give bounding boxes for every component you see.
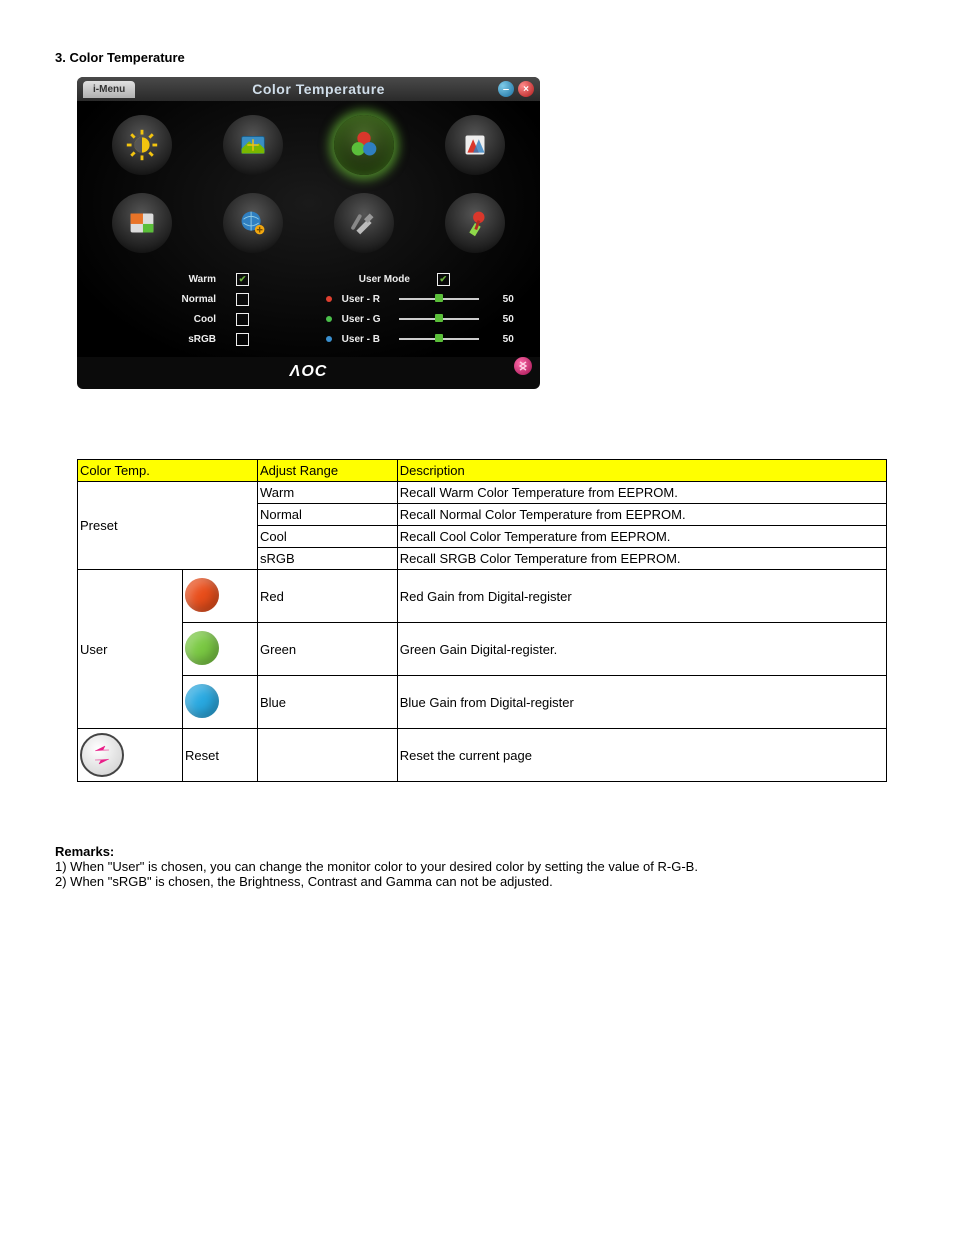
cell-desc: Recall Cool Color Temperature from EEPRO…: [397, 526, 886, 548]
user-mode-label: User Mode: [359, 274, 437, 285]
checkbox-icon[interactable]: ✔: [437, 273, 450, 286]
cell-range: Green: [258, 623, 398, 676]
table-row: Green Green Gain Digital-register.: [78, 623, 887, 676]
color-dot-icon: [326, 296, 332, 302]
slider-track[interactable]: [399, 338, 489, 340]
minimize-icon[interactable]: ‒: [498, 81, 514, 97]
preset-option[interactable]: Warm ✔: [101, 269, 281, 289]
spec-table: Color Temp. Adjust Range Description Pre…: [77, 459, 887, 782]
cell-desc: Red Gain from Digital-register: [397, 570, 886, 623]
preset-option[interactable]: Cool: [101, 309, 281, 329]
picture-boost-icon[interactable]: [112, 193, 172, 253]
remarks-title: Remarks:: [55, 844, 914, 859]
table-row: User Red Red Gain from Digital-register: [78, 570, 887, 623]
red-swatch-icon: [185, 578, 219, 612]
reset-label-cell: Reset: [183, 729, 258, 782]
th-description: Description: [397, 460, 886, 482]
color-dot-icon: [326, 316, 332, 322]
osd-setup-icon[interactable]: [223, 193, 283, 253]
preset-option[interactable]: Normal: [101, 289, 281, 309]
table-header-row: Color Temp. Adjust Range Description: [78, 460, 887, 482]
user-mode-option[interactable]: User Mode ✔: [284, 269, 514, 289]
osd-brand: ΛOC: [77, 357, 540, 389]
swatch-blue-cell: [183, 676, 258, 729]
cell-desc: Recall Warm Color Temperature from EEPRO…: [397, 482, 886, 504]
preset-label-cell: Preset: [78, 482, 258, 570]
slider-track[interactable]: [399, 318, 489, 320]
slider-label: User - G: [342, 314, 399, 325]
exit-icon[interactable]: [445, 193, 505, 253]
checkbox-icon[interactable]: [236, 313, 249, 326]
osd-tab-label: i-Menu: [83, 81, 135, 98]
cell-range: sRGB: [258, 548, 398, 570]
swatch-red-cell: [183, 570, 258, 623]
cell-range-empty: [258, 729, 398, 782]
slider-label: User - R: [342, 294, 399, 305]
cell-desc: Recall SRGB Color Temperature from EEPRO…: [397, 548, 886, 570]
rgb-slider-row[interactable]: User - B 50: [284, 329, 514, 349]
checkbox-icon[interactable]: ✔: [236, 273, 249, 286]
green-swatch-icon: [185, 631, 219, 665]
osd-title: Color Temperature: [143, 81, 494, 97]
color-temp-icon[interactable]: [334, 115, 394, 175]
preset-label: Normal: [101, 294, 236, 305]
user-label-cell: User: [78, 570, 183, 729]
checkbox-icon[interactable]: [236, 293, 249, 306]
extra-icon[interactable]: [334, 193, 394, 253]
table-row: Reset Reset the current page: [78, 729, 887, 782]
cell-range: Red: [258, 570, 398, 623]
blue-swatch-icon: [185, 684, 219, 718]
swatch-green-cell: [183, 623, 258, 676]
rgb-slider-row[interactable]: User - R 50: [284, 289, 514, 309]
th-color-temp: Color Temp.: [78, 460, 258, 482]
reset-icon: [80, 733, 124, 777]
table-row: Blue Blue Gain from Digital-register: [78, 676, 887, 729]
preset-label: sRGB: [101, 334, 236, 345]
rgb-slider-row[interactable]: User - G 50: [284, 309, 514, 329]
section-title: 3. Color Temperature: [55, 50, 914, 65]
cell-desc: Green Gain Digital-register.: [397, 623, 886, 676]
th-adjust-range: Adjust Range: [258, 460, 398, 482]
slider-label: User - B: [342, 334, 399, 345]
preset-option[interactable]: sRGB: [101, 329, 281, 349]
preset-label: Warm: [101, 274, 236, 285]
cell-desc: Reset the current page: [397, 729, 886, 782]
image-setup-icon[interactable]: [223, 115, 283, 175]
remarks-block: Remarks: 1) When "User" is chosen, you c…: [55, 844, 914, 889]
cell-range: Warm: [258, 482, 398, 504]
remarks-line: 1) When "User" is chosen, you can change…: [55, 859, 914, 874]
cell-desc: Recall Normal Color Temperature from EEP…: [397, 504, 886, 526]
close-icon[interactable]: ×: [518, 81, 534, 97]
cell-range: Cool: [258, 526, 398, 548]
color-boost-icon[interactable]: [445, 115, 505, 175]
osd-panel: i-Menu Color Temperature ‒ × Warm ✔Norma…: [77, 77, 540, 389]
cell-range: Blue: [258, 676, 398, 729]
luminance-icon[interactable]: [112, 115, 172, 175]
table-row: Preset Warm Recall Warm Color Temperatur…: [78, 482, 887, 504]
checkbox-icon[interactable]: [236, 333, 249, 346]
slider-value: 50: [489, 334, 514, 345]
cell-range: Normal: [258, 504, 398, 526]
color-dot-icon: [326, 336, 332, 342]
cell-desc: Blue Gain from Digital-register: [397, 676, 886, 729]
slider-value: 50: [489, 294, 514, 305]
preset-label: Cool: [101, 314, 236, 325]
reset-corner-icon[interactable]: [514, 357, 532, 375]
osd-titlebar: i-Menu Color Temperature ‒ ×: [77, 77, 540, 101]
reset-icon-cell: [78, 729, 183, 782]
remarks-line: 2) When "sRGB" is chosen, the Brightness…: [55, 874, 914, 889]
slider-track[interactable]: [399, 298, 489, 300]
slider-value: 50: [489, 314, 514, 325]
